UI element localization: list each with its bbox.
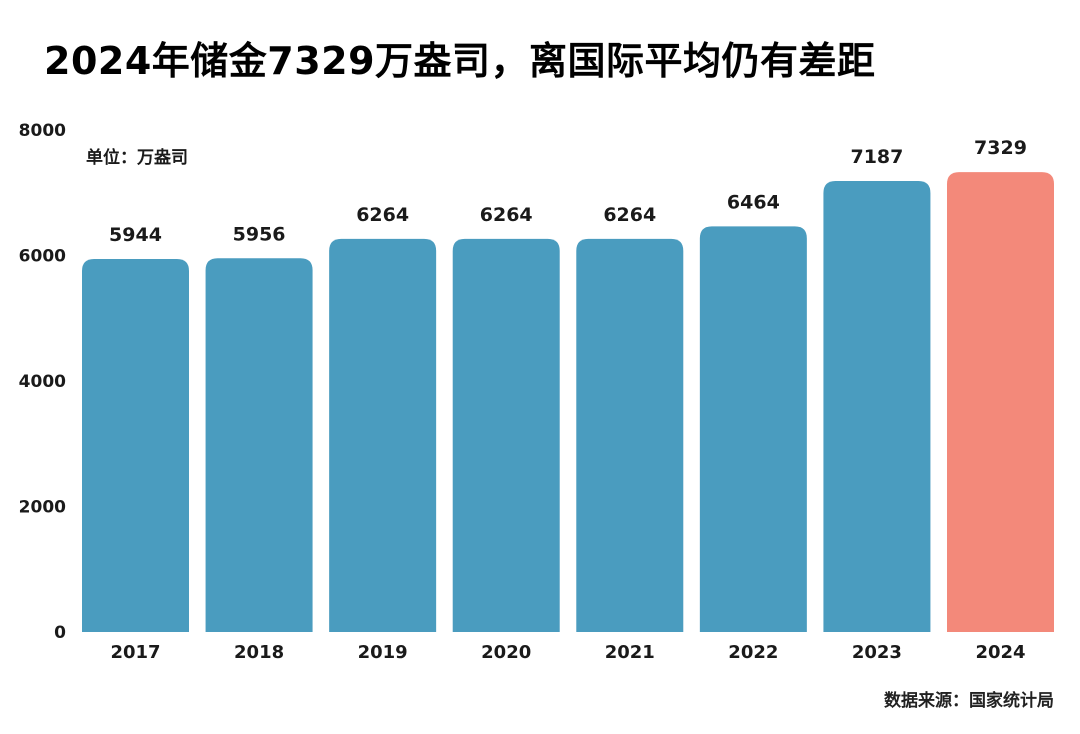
y-tick-label: 6000 xyxy=(19,247,66,267)
value-label-2018: 5956 xyxy=(233,223,286,245)
chart-title: 2024年储金7329万盎司，离国际平均仍有差距 xyxy=(44,39,876,83)
value-labels: 5944 5956 6264 6264 6264 6464 7187 7329 xyxy=(109,137,1027,246)
y-axis: 0 2000 4000 6000 8000 xyxy=(19,121,66,643)
bar-2023 xyxy=(823,181,931,632)
x-axis: 2017 2018 2019 2020 2021 2022 2023 2024 xyxy=(110,642,1025,663)
x-tick-label-2017: 2017 xyxy=(110,642,160,663)
source-note: 数据来源：国家统计局 xyxy=(884,691,1054,711)
value-label-2017: 5944 xyxy=(109,224,162,246)
value-label-2024: 7329 xyxy=(974,137,1027,159)
x-tick-label-2022: 2022 xyxy=(728,642,778,663)
x-tick-label-2019: 2019 xyxy=(358,642,408,663)
value-label-2022: 6464 xyxy=(727,191,780,213)
y-tick-label: 0 xyxy=(54,623,66,643)
y-tick-label: 4000 xyxy=(19,372,66,392)
bar-2019 xyxy=(329,238,437,632)
value-label-2019: 6264 xyxy=(356,204,409,226)
x-tick-label-2024: 2024 xyxy=(975,642,1025,663)
bar-2022 xyxy=(699,226,807,632)
bar-2017 xyxy=(82,259,189,632)
unit-label: 单位：万盎司 xyxy=(86,147,188,168)
value-label-2021: 6264 xyxy=(603,204,656,226)
x-tick-label-2023: 2023 xyxy=(852,642,902,663)
value-label-2020: 6264 xyxy=(480,204,533,226)
y-tick-label: 8000 xyxy=(19,121,66,141)
bar-2018 xyxy=(205,258,313,632)
value-label-2023: 7187 xyxy=(850,146,903,168)
bar-2024 xyxy=(947,172,1054,632)
bar-2020 xyxy=(452,238,560,632)
bars xyxy=(82,172,1054,632)
x-tick-label-2020: 2020 xyxy=(481,642,531,663)
x-tick-label-2018: 2018 xyxy=(234,642,284,663)
x-tick-label-2021: 2021 xyxy=(605,642,655,663)
y-tick-label: 2000 xyxy=(19,498,66,518)
bar-2021 xyxy=(576,238,684,632)
